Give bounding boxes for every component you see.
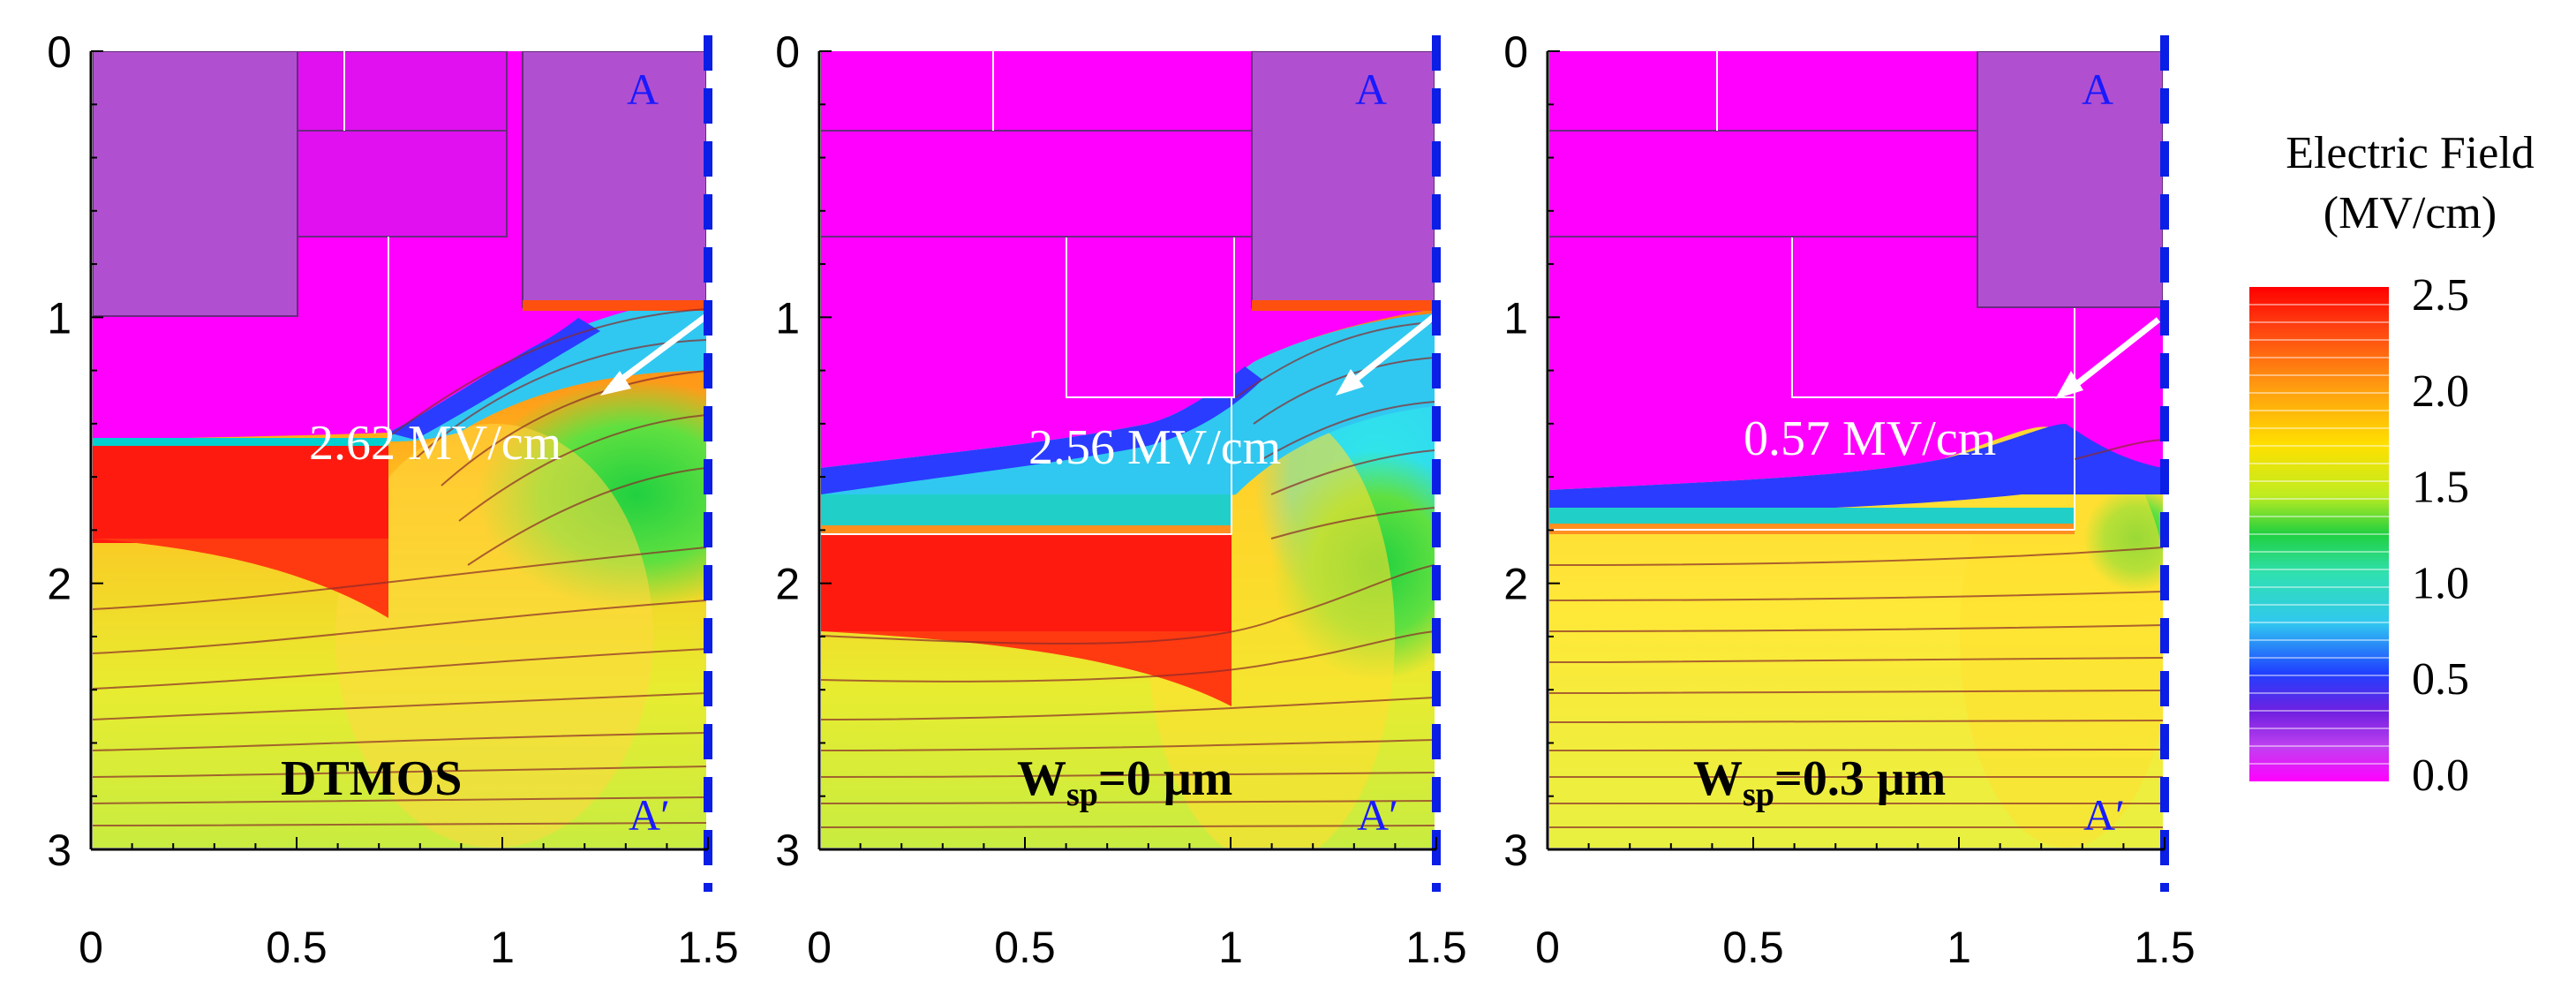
x-tick-label: 1.5: [1405, 923, 1467, 972]
peak-field-label-1: 2.62 MV/cm: [309, 416, 561, 471]
y-tick-label: 3: [1503, 826, 1528, 875]
legend-tick-label: 0.5: [2412, 654, 2469, 705]
legend-title-line2: (MV/cm): [2324, 188, 2497, 238]
x-tick-label: 0: [79, 923, 103, 972]
peak-field-arrow-1: [606, 313, 709, 391]
x-tick-label: 0.5: [994, 923, 1056, 972]
peak-field-arrow-3: [2068, 317, 2161, 391]
peak-field-label-3: 0.57 MV/cm: [1744, 411, 1996, 466]
field-map-3: [1549, 51, 2163, 848]
point-a-prime-label-1: A′: [629, 790, 670, 840]
legend-tick-label: 1.5: [2412, 463, 2469, 513]
y-tick-label: 3: [47, 826, 72, 875]
structure-label-2: Wsp=0 μm: [1017, 751, 1232, 813]
field-map-2: [821, 51, 1435, 848]
structure-label-1: DTMOS: [281, 751, 462, 806]
y-tick-label: 2: [47, 560, 72, 609]
structure-label-3: Wsp=0.3 μm: [1693, 751, 1946, 813]
legend-tick-label: 1.0: [2412, 558, 2469, 608]
x-tick-label: 1: [1218, 923, 1243, 972]
colorbar-legend: Electric Field (MV/cm) 2.5 2.0 1.5 1.0 0.5 0.…: [2249, 128, 2535, 801]
legend-tick-label: 2.5: [2412, 270, 2469, 321]
y-tick-label: 2: [1503, 560, 1528, 609]
panel-dtmos: 2.62 MV/cm A A′ DTMOS: [93, 35, 712, 892]
peak-field-arrow-2: [1346, 313, 1437, 388]
y-tick-label: 0: [47, 27, 72, 77]
y-tick-label: 1: [775, 293, 800, 343]
legend-tick-label: 0.0: [2412, 750, 2469, 801]
panel-wsp-0-3: 0.57 MV/cm A A′ Wsp=0.3 μm: [1549, 35, 2169, 892]
point-a-label-3: A: [2082, 64, 2113, 114]
point-a-label-2: A: [1355, 64, 1387, 114]
x-tick-label: 0.5: [1722, 923, 1784, 972]
x-tick-label: 1: [490, 923, 515, 972]
y-tick-label: 0: [1503, 27, 1528, 77]
point-a-prime-label-3: A′: [2083, 790, 2125, 840]
x-tick-label: 0: [807, 923, 832, 972]
x-tick-label: 0.5: [266, 923, 328, 972]
x-tick-label: 0: [1535, 923, 1560, 972]
point-a-prime-label-2: A′: [1357, 790, 1398, 840]
y-tick-label: 3: [775, 826, 800, 875]
legend-tick-label: 2.0: [2412, 366, 2469, 417]
x-tick-label: 1.5: [677, 923, 739, 972]
y-tick-label: 0: [775, 27, 800, 77]
point-a-label-1: A: [627, 64, 659, 114]
y-tick-label: 1: [1503, 293, 1528, 343]
y-tick-label: 2: [775, 560, 800, 609]
x-tick-label: 1.5: [2134, 923, 2196, 972]
x-tick-label: 1: [1947, 923, 1971, 972]
peak-field-label-2: 2.56 MV/cm: [1028, 420, 1281, 475]
field-map-1: [93, 51, 706, 848]
y-tick-label: 1: [47, 293, 72, 343]
panel-wsp-0: 2.56 MV/cm A A′ Wsp=0 μm: [821, 35, 1441, 892]
legend-title-line1: Electric Field: [2286, 128, 2535, 178]
